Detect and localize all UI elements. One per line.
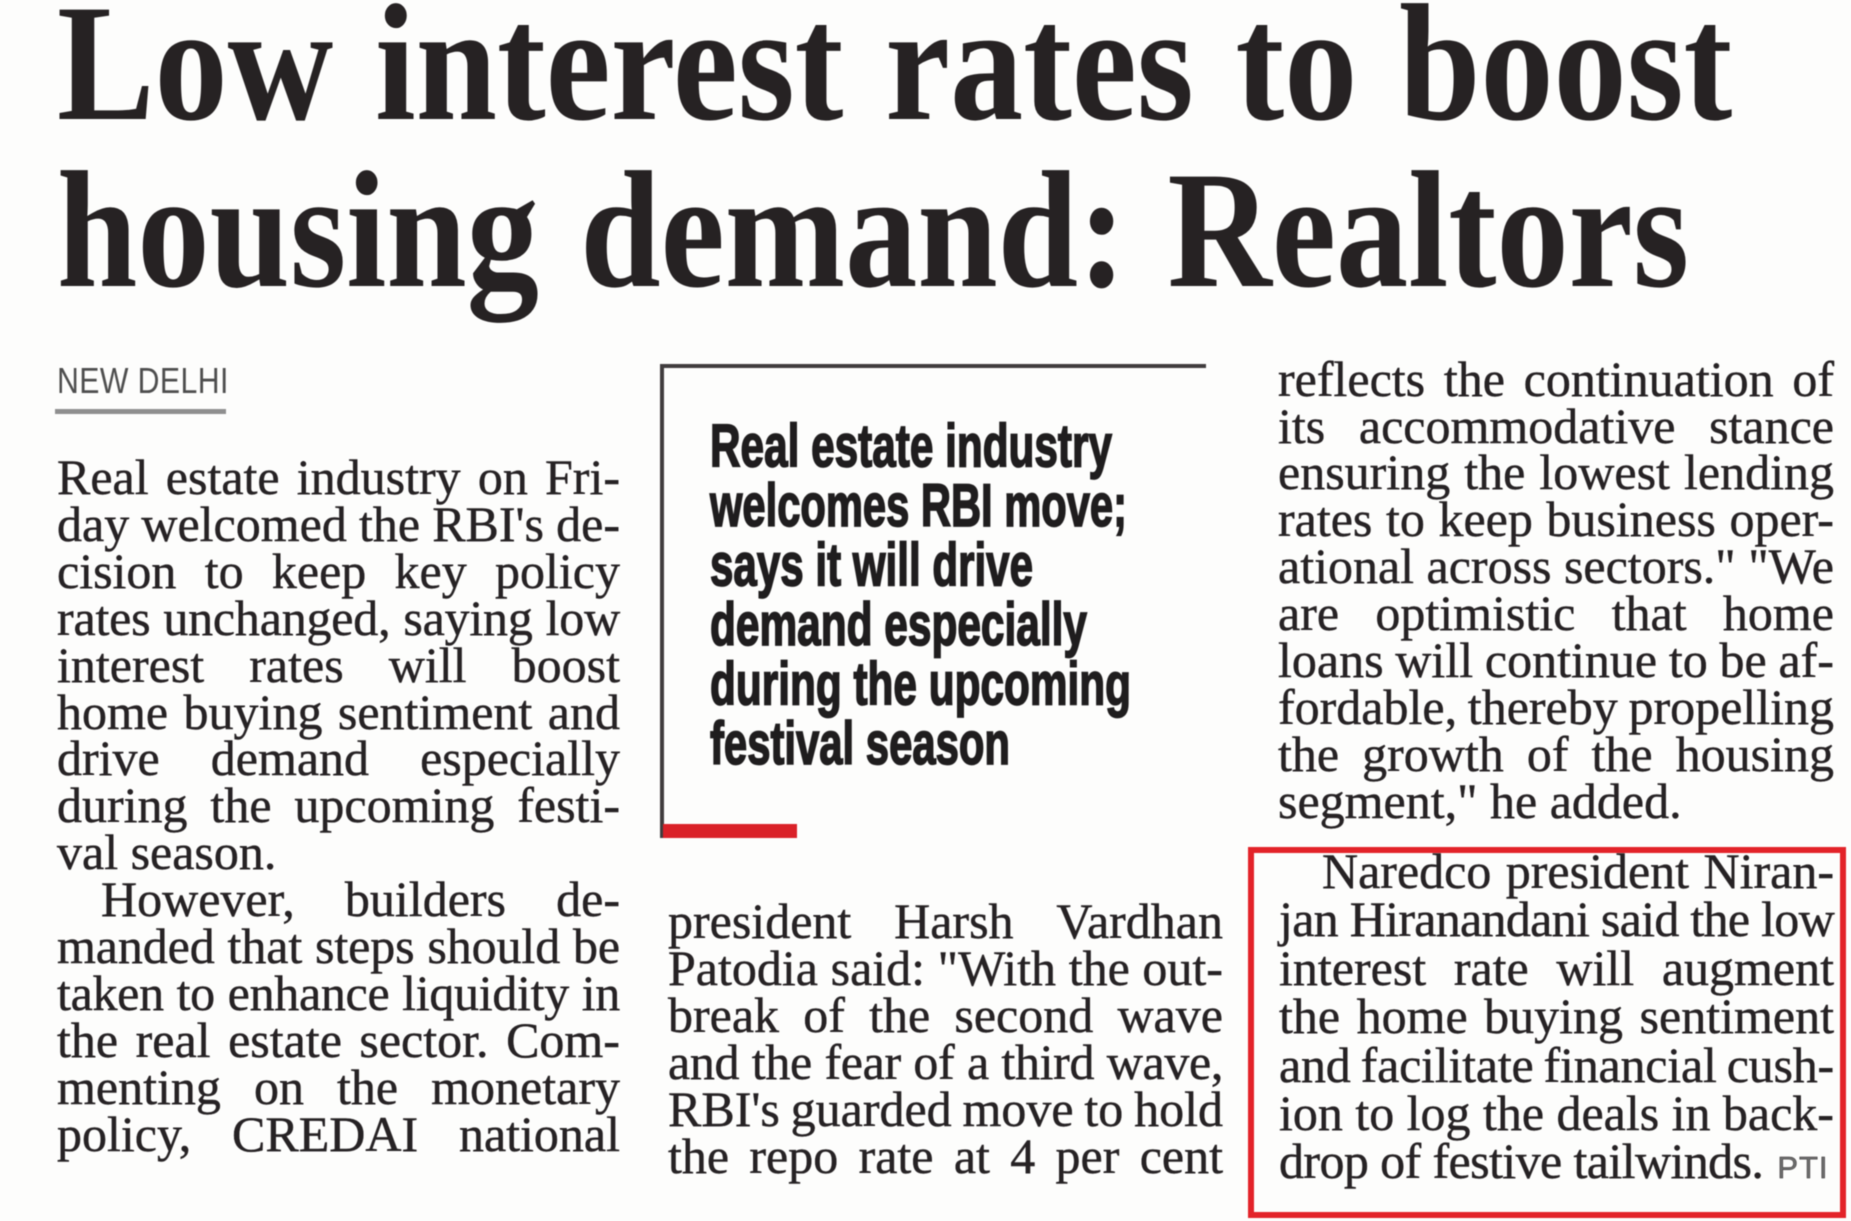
svg-text:says it will drive: says it will drive <box>710 532 1033 599</box>
svg-text:welcomes RBI move;: welcomes RBI move; <box>709 472 1127 539</box>
svg-text:festival season: festival season <box>710 710 1010 777</box>
svg-text:demand especially: demand especially <box>710 591 1087 658</box>
svg-text:Real estate industry: Real estate industry <box>710 413 1112 480</box>
svg-text:during the upcoming: during the upcoming <box>710 651 1131 718</box>
